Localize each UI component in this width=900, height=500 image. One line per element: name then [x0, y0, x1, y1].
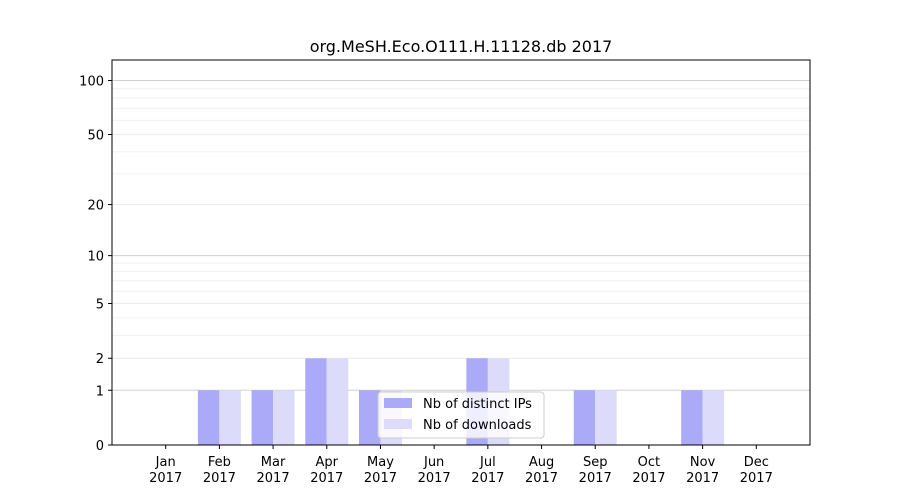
bar-distinct-ips-nov: [681, 390, 703, 445]
bar-downloads-mar: [273, 390, 295, 445]
x-tick-label: Jan 2017: [149, 455, 182, 486]
x-tick-label: Sep 2017: [579, 455, 612, 486]
x-tick-label: Aug 2017: [525, 455, 558, 486]
x-tick-label: Oct 2017: [632, 455, 665, 486]
x-tick-label: Feb 2017: [203, 455, 236, 486]
y-tick-label: 20: [87, 199, 104, 214]
legend: Nb of distinct IPs Nb of downloads: [377, 391, 545, 439]
legend-label-distinct-ips: Nb of distinct IPs: [423, 397, 532, 412]
y-axis: 0 1 2 5 10 20 50 100: [79, 75, 112, 454]
x-tick-label: Apr 2017: [310, 455, 343, 486]
plot-frame: [111, 59, 811, 446]
bar-downloads-feb: [219, 390, 241, 445]
bar-downloads-apr: [326, 358, 349, 445]
bar-distinct-ips-sep: [573, 390, 596, 445]
y-tick-label: 0: [96, 439, 104, 454]
legend-label-downloads: Nb of downloads: [423, 418, 532, 433]
bar-downloads-nov: [702, 390, 725, 445]
y-tick-label: 10: [87, 250, 104, 265]
x-tick-label: Jun 2017: [418, 455, 451, 486]
y-tick-label: 2: [96, 352, 104, 367]
bar-downloads-sep: [595, 390, 617, 445]
y-tick-label: 1: [96, 384, 104, 399]
legend-swatch-downloads: [384, 419, 412, 429]
y-tick-label: 50: [87, 128, 104, 143]
bar-distinct-ips-feb: [197, 390, 220, 445]
x-tick-label: Jul 2017: [471, 455, 504, 486]
x-tick-label: Nov 2017: [686, 455, 719, 486]
legend-swatch-distinct-ips: [384, 398, 412, 408]
bar-distinct-ips-may: [358, 390, 381, 445]
x-tick-label: May 2017: [364, 455, 397, 486]
y-tick-label: 5: [96, 298, 104, 313]
x-axis: Jan 2017 Feb 2017 Mar 2017 Apr 2017 May 2017 Jun 20…: [149, 445, 773, 486]
x-tick-label: Mar 2017: [257, 455, 290, 486]
grid-lines: [112, 80, 810, 391]
legend-box: [377, 391, 545, 439]
x-tick-label: Dec 2017: [740, 455, 773, 486]
bar-distinct-ips-mar: [251, 390, 274, 445]
y-tick-label: 100: [79, 75, 104, 90]
chart-title: org.MeSH.Eco.O111.H.11128.db 2017: [310, 37, 613, 56]
bar-distinct-ips-apr: [305, 358, 327, 445]
